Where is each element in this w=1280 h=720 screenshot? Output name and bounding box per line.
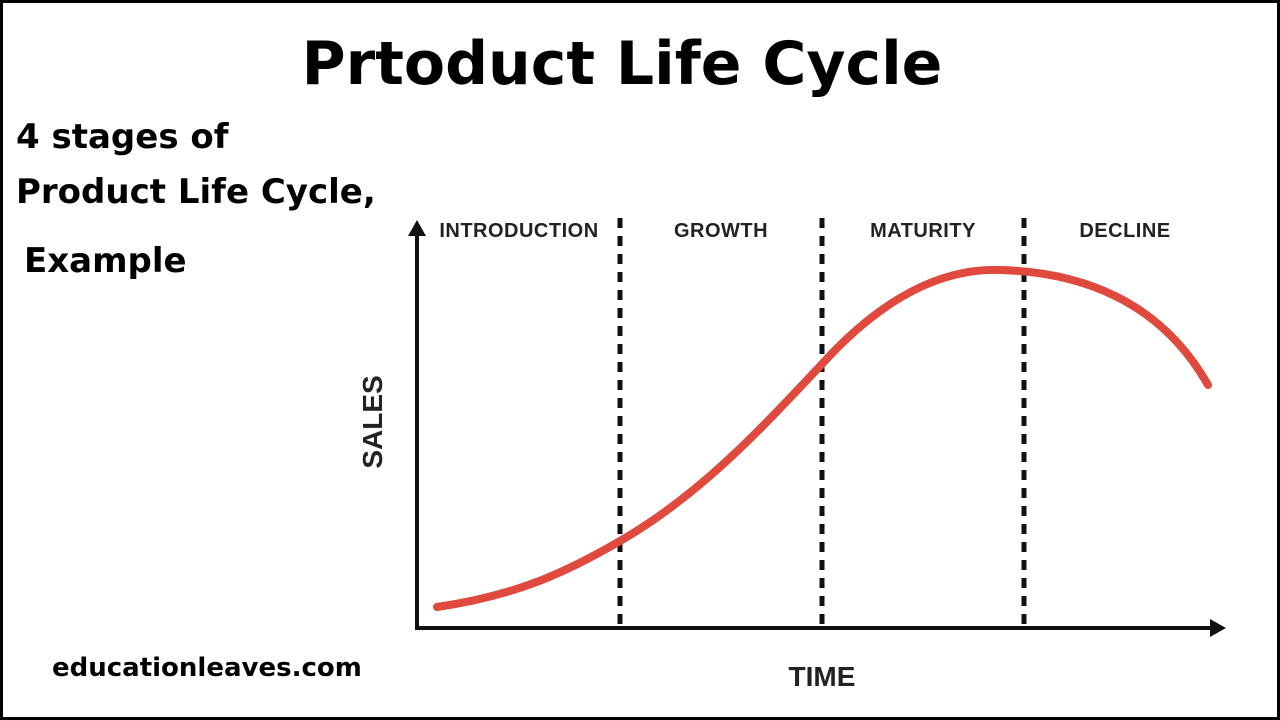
subtitle-line: Product Life Cycle, <box>16 172 376 212</box>
x-axis-arrow <box>1210 619 1226 637</box>
stage-label: MATURITY <box>870 220 976 242</box>
stage-label: INTRODUCTION <box>439 220 598 242</box>
sales-curve <box>433 265 1212 611</box>
stage-label: GROWTH <box>674 220 768 242</box>
y-axis-label: SALES <box>357 375 388 468</box>
stage-label: DECLINE <box>1079 220 1170 242</box>
title: Prtoduct Life Cycle <box>302 29 943 99</box>
subtitle-line: 4 stages of <box>16 117 230 157</box>
x-axis-label: TIME <box>789 661 856 692</box>
y-axis-arrow <box>408 220 426 236</box>
website: educationleaves.com <box>52 653 362 683</box>
subtitle-line: Example <box>24 241 187 281</box>
